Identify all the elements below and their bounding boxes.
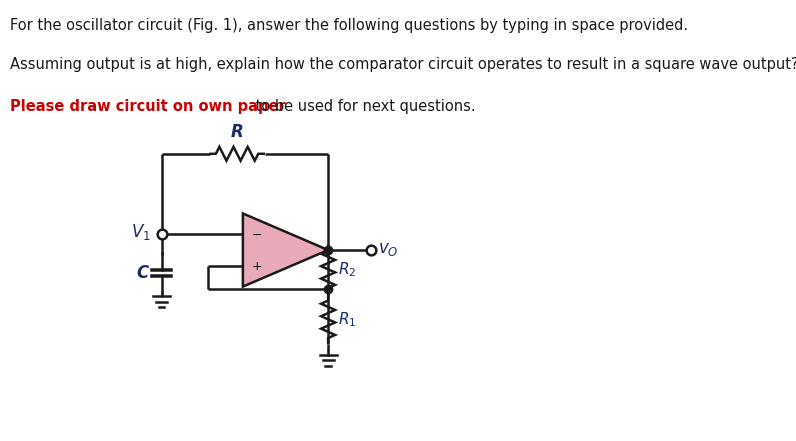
Text: Assuming output is at high, explain how the comparator circuit operates to resul: Assuming output is at high, explain how … [10,57,796,72]
Polygon shape [243,213,328,287]
Text: $R_1$: $R_1$ [338,310,357,329]
Text: $v_O$: $v_O$ [379,239,399,258]
Text: $+$: $+$ [252,261,263,273]
Text: C: C [137,264,149,282]
Text: Please draw circuit on own paper: Please draw circuit on own paper [10,99,285,114]
Text: R: R [231,123,244,142]
Text: to be used for next questions.: to be used for next questions. [251,99,475,114]
Text: $-$: $-$ [252,228,263,241]
Text: $V_1$: $V_1$ [131,222,150,243]
Text: For the oscillator circuit (Fig. 1), answer the following questions by typing in: For the oscillator circuit (Fig. 1), ans… [10,18,688,33]
Text: $R_2$: $R_2$ [338,260,357,279]
